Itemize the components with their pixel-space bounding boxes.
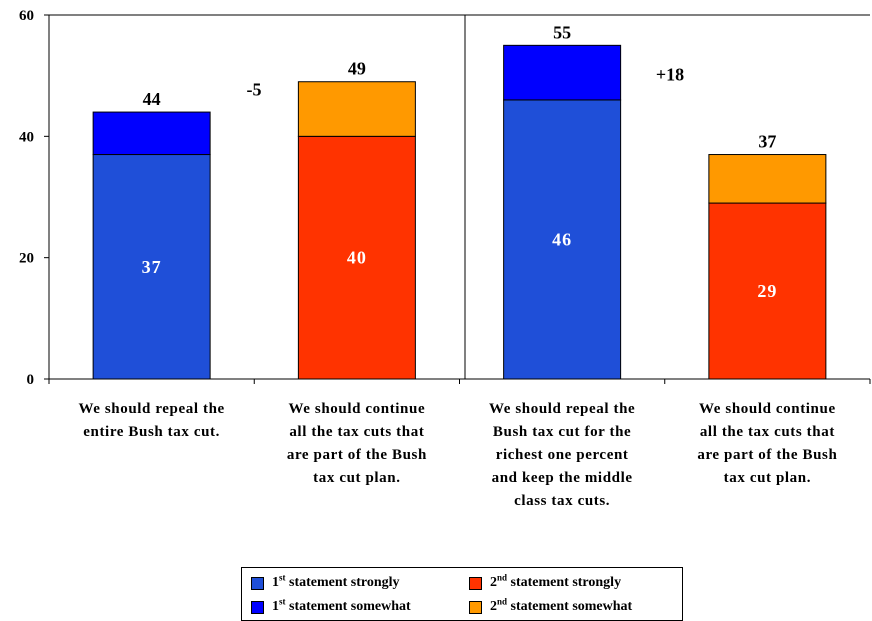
- x-category-label: We should continue: [699, 401, 836, 417]
- bar-segment-somewhat: [503, 44, 622, 101]
- x-category-label: tax cut plan.: [724, 470, 811, 486]
- stacked-bar-chart: 0 20 40 60 37 44 We should repeal the entire Bu…: [19, 8, 871, 509]
- x-category-label: Bush tax cut for the: [493, 424, 631, 440]
- bar-value-label-strongly: 46: [552, 229, 572, 249]
- bar-segment-somewhat: [92, 111, 211, 156]
- difference-annotation: +18: [656, 64, 684, 84]
- y-tick-label: 0: [27, 372, 35, 388]
- x-category-label: all the tax cuts that: [289, 424, 424, 440]
- chart-legend: 1st statement strongly 2nd statement str…: [241, 567, 683, 621]
- x-category-label: class tax cuts.: [514, 493, 610, 509]
- legend-item-second-strongly: 2nd statement strongly: [469, 572, 621, 594]
- legend-swatch-second-strongly: [469, 576, 482, 590]
- x-category-label: richest one percent: [496, 447, 629, 463]
- difference-annotation: -5: [247, 80, 262, 100]
- legend-label-second-strongly: 2nd statement strongly: [490, 572, 622, 590]
- bar-value-label-strongly: 37: [142, 257, 162, 277]
- x-category-label: We should continue: [289, 401, 426, 417]
- bar-segment-somewhat: [708, 154, 827, 204]
- legend-swatch-first-somewhat: [251, 600, 264, 614]
- bar-total-label: 55: [553, 22, 571, 42]
- legend-label-second-somewhat: 2nd statement somewhat: [490, 596, 633, 614]
- legend-item-first-somewhat: 1st statement somewhat: [251, 596, 411, 618]
- bar-total-label: 37: [758, 132, 776, 152]
- legend-item-first-strongly: 1st statement strongly: [251, 572, 400, 594]
- x-category-label: We should repeal the: [489, 401, 635, 417]
- x-category-label: are part of the Bush: [287, 447, 427, 463]
- y-tick-label: 40: [19, 129, 34, 145]
- x-category-label: are part of the Bush: [697, 447, 837, 463]
- legend-swatch-second-somewhat: [469, 600, 482, 614]
- legend-label-first-somewhat: 1st statement somewhat: [272, 596, 411, 614]
- bar-total-label: 49: [348, 59, 366, 79]
- bar-value-label-strongly: 40: [347, 248, 367, 268]
- bar-segment-somewhat: [297, 81, 416, 137]
- x-category-label: We should repeal the: [78, 401, 224, 417]
- legend-swatch-first-strongly: [251, 576, 264, 590]
- x-category-label: tax cut plan.: [313, 470, 400, 486]
- x-category-label: entire Bush tax cut.: [83, 424, 220, 440]
- bar-segment-strongly: [503, 99, 622, 380]
- y-tick-label: 60: [19, 8, 34, 24]
- legend-item-second-somewhat: 2nd statement somewhat: [469, 596, 632, 618]
- bar-value-label-strongly: 29: [757, 281, 777, 301]
- bar-total-label: 44: [143, 89, 161, 109]
- legend-label-first-strongly: 1st statement strongly: [272, 572, 400, 590]
- y-tick-label: 20: [19, 251, 34, 267]
- bar-segment-strongly: [297, 135, 416, 380]
- bar-segment-strongly: [708, 202, 827, 380]
- x-category-label: and keep the middle: [492, 470, 633, 486]
- bar-segment-strongly: [92, 154, 211, 380]
- x-category-label: all the tax cuts that: [700, 424, 835, 440]
